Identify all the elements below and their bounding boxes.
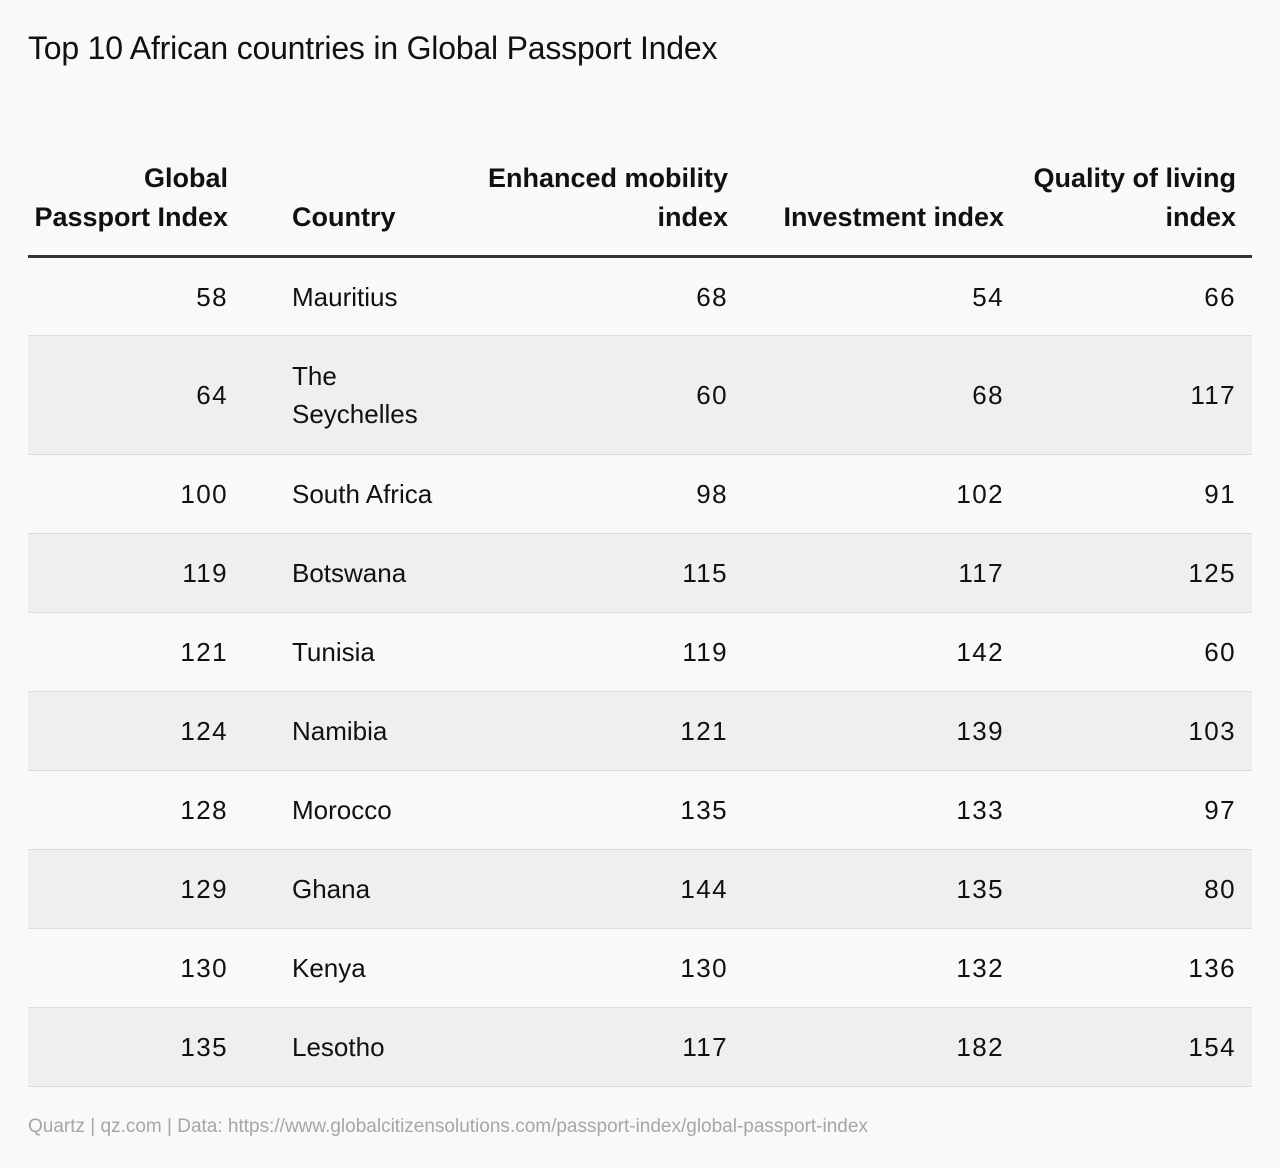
cell-investment-index: 139 xyxy=(728,691,1004,771)
cell-investment-index: 132 xyxy=(728,928,1004,1008)
cell-enhanced-mobility-index: 121 xyxy=(460,691,728,771)
table-body: 58 Mauritius 68 54 66 64 The Seychelles 60 68 117… xyxy=(28,256,1252,1087)
cell-global-passport-index: 100 xyxy=(28,454,228,534)
cell-global-passport-index: 135 xyxy=(28,1007,228,1087)
table-row: 128 Morocco 135 133 97 xyxy=(28,770,1252,850)
column-header-investment-index: Investment index xyxy=(728,108,1004,258)
country-label: Ghana xyxy=(292,874,371,904)
cell-quality-of-living-index: 80 xyxy=(1004,849,1252,929)
table-row: 129 Ghana 144 135 80 xyxy=(28,849,1252,929)
source-note: Quartz | qz.com | Data: https://www.glob… xyxy=(28,1116,868,1137)
table-row: 121 Tunisia 119 142 60 xyxy=(28,612,1252,692)
cell-quality-of-living-index: 136 xyxy=(1004,928,1252,1008)
country-label: Mauritius xyxy=(292,281,398,312)
table-row: 58 Mauritius 68 54 66 xyxy=(28,256,1252,336)
cell-investment-index: 135 xyxy=(728,849,1004,929)
table-row: 64 The Seychelles 60 68 117 xyxy=(28,335,1252,455)
cell-enhanced-mobility-index: 144 xyxy=(460,849,728,929)
cell-country: Tunisia xyxy=(228,612,460,692)
country-label: South Africa xyxy=(292,479,433,509)
table-row: 119 Botswana 115 117 125 xyxy=(28,533,1252,613)
cell-quality-of-living-index: 66 xyxy=(1004,256,1252,336)
cell-country: South Africa xyxy=(228,454,460,534)
header-row: Global Passport Index Country Enhanced m… xyxy=(28,108,1252,258)
table-row: 130 Kenya 130 132 136 xyxy=(28,928,1252,1008)
cell-quality-of-living-index: 125 xyxy=(1004,533,1252,613)
cell-enhanced-mobility-index: 115 xyxy=(460,533,728,613)
column-header-global-passport-index: Global Passport Index xyxy=(28,108,228,258)
cell-investment-index: 68 xyxy=(728,335,1004,455)
chart-title: Top 10 African countries in Global Passp… xyxy=(28,30,718,66)
cell-global-passport-index: 58 xyxy=(28,256,228,336)
table-row: 135 Lesotho 117 182 154 xyxy=(28,1007,1252,1087)
column-header-quality-of-living-index: Quality of living index xyxy=(1004,108,1252,258)
cell-enhanced-mobility-index: 130 xyxy=(460,928,728,1008)
cell-quality-of-living-index: 117 xyxy=(1004,335,1252,455)
cell-quality-of-living-index: 97 xyxy=(1004,770,1252,850)
country-label: Morocco xyxy=(292,795,392,825)
cell-country: Ghana xyxy=(228,849,460,929)
data-table: Global Passport Index Country Enhanced m… xyxy=(28,108,1252,1087)
column-header-enhanced-mobility-index: Enhanced mobility index xyxy=(460,108,728,258)
cell-country: Mauritius xyxy=(228,256,460,336)
cell-quality-of-living-index: 60 xyxy=(1004,612,1252,692)
cell-enhanced-mobility-index: 119 xyxy=(460,612,728,692)
column-header-country: Country xyxy=(228,108,460,258)
cell-global-passport-index: 129 xyxy=(28,849,228,929)
country-label: Namibia xyxy=(292,716,388,746)
cell-global-passport-index: 130 xyxy=(28,928,228,1008)
cell-country: Lesotho xyxy=(228,1007,460,1087)
cell-enhanced-mobility-index: 68 xyxy=(460,256,728,336)
cell-enhanced-mobility-index: 60 xyxy=(460,335,728,455)
country-label: Botswana xyxy=(292,558,407,588)
cell-country: Morocco xyxy=(228,770,460,850)
country-label: Kenya xyxy=(292,953,366,983)
cell-country: The Seychelles xyxy=(228,335,460,455)
cell-enhanced-mobility-index: 135 xyxy=(460,770,728,850)
table-row: 124 Namibia 121 139 103 xyxy=(28,691,1252,771)
country-label: Tunisia xyxy=(292,637,375,667)
cell-country: Namibia xyxy=(228,691,460,771)
cell-quality-of-living-index: 154 xyxy=(1004,1007,1252,1087)
cell-investment-index: 182 xyxy=(728,1007,1004,1087)
table-row: 100 South Africa 98 102 91 xyxy=(28,454,1252,534)
cell-global-passport-index: 119 xyxy=(28,533,228,613)
cell-quality-of-living-index: 103 xyxy=(1004,691,1252,771)
cell-investment-index: 117 xyxy=(728,533,1004,613)
cell-investment-index: 133 xyxy=(728,770,1004,850)
cell-enhanced-mobility-index: 117 xyxy=(460,1007,728,1087)
cell-global-passport-index: 121 xyxy=(28,612,228,692)
country-label: Lesotho xyxy=(292,1032,385,1062)
cell-enhanced-mobility-index: 98 xyxy=(460,454,728,534)
cell-investment-index: 142 xyxy=(728,612,1004,692)
cell-global-passport-index: 128 xyxy=(28,770,228,850)
cell-investment-index: 102 xyxy=(728,454,1004,534)
cell-quality-of-living-index: 91 xyxy=(1004,454,1252,534)
cell-global-passport-index: 124 xyxy=(28,691,228,771)
country-label: The Seychelles xyxy=(292,361,418,429)
cell-country: Botswana xyxy=(228,533,460,613)
cell-investment-index: 54 xyxy=(728,256,1004,336)
cell-country: Kenya xyxy=(228,928,460,1008)
cell-global-passport-index: 64 xyxy=(28,335,228,455)
